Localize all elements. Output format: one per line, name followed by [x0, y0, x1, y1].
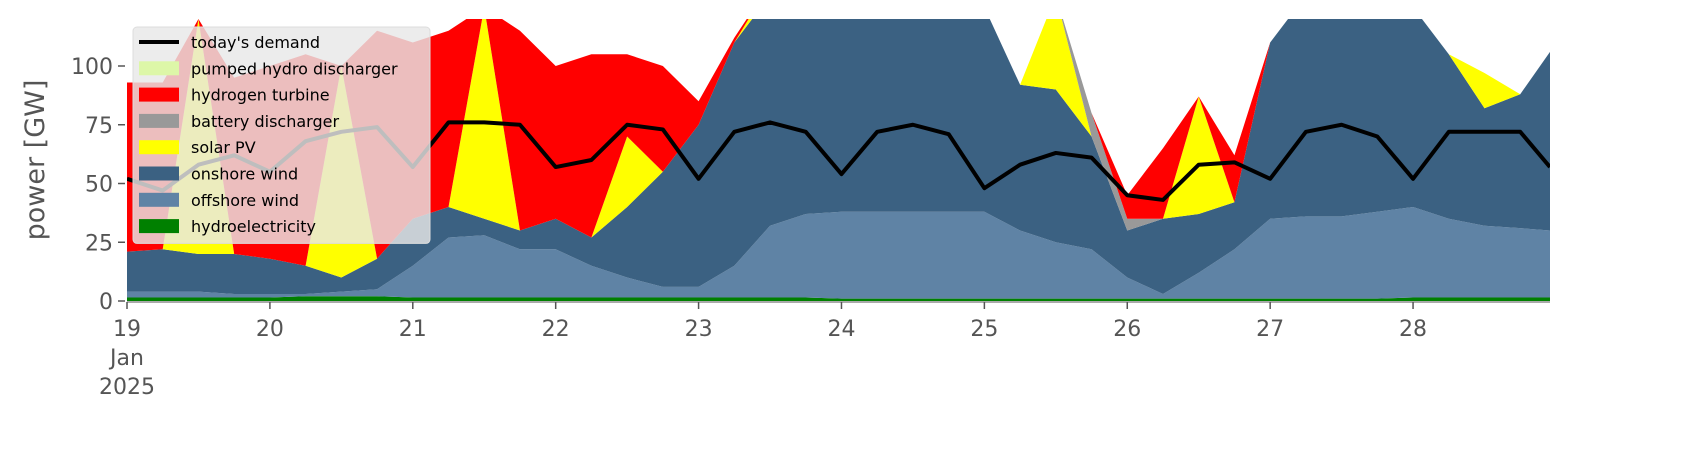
legend-swatch [139, 192, 179, 207]
x-tick-label-line: 20 [256, 317, 284, 342]
legend-swatch [139, 61, 179, 76]
y-tick-label: 0 [99, 290, 113, 315]
y-tick-label: 100 [71, 55, 113, 80]
y-tick-label: 75 [85, 114, 113, 139]
y-tick-label: 50 [85, 173, 113, 198]
legend-swatch [139, 219, 179, 234]
legend-swatch [139, 166, 179, 181]
y-tick-label: 25 [85, 231, 113, 256]
legend-box [132, 26, 431, 244]
x-tick-label-line: 26 [1113, 317, 1141, 342]
x-tick-label: 27 [1256, 317, 1284, 342]
x-tick-label: 24 [827, 317, 855, 342]
x-tick-label: 25 [970, 317, 998, 342]
x-tick-label: 22 [542, 317, 570, 342]
area [127, 19, 1550, 278]
x-tick-label: 28 [1399, 317, 1427, 342]
x-tick-label: 23 [685, 317, 713, 342]
legend-swatch [139, 87, 179, 102]
legend-label: today's demand [191, 33, 320, 52]
area [127, 296, 1550, 301]
x-tick-label-line: 27 [1256, 317, 1284, 342]
x-tick-label-line: 2025 [99, 375, 155, 400]
x-tick-label-line: 28 [1399, 317, 1427, 342]
x-tick-label: 19 Jan 2025 [99, 317, 155, 400]
x-tick-label-line: 24 [827, 317, 855, 342]
x-tick-label: 26 [1113, 317, 1141, 342]
legend-label: hydrogen turbine [191, 86, 330, 105]
legend-label: solar PV [191, 138, 256, 157]
x-tick-label-line: 23 [685, 317, 713, 342]
y-axis-label: power [GW] [20, 80, 51, 241]
x-tick-label-line: 25 [970, 317, 998, 342]
legend-swatch [139, 113, 179, 128]
legend-label: battery discharger [191, 112, 339, 131]
area [127, 207, 1550, 299]
x-tick-label-line: 22 [542, 317, 570, 342]
x-tick-label-line: Jan [108, 346, 144, 371]
area [127, 19, 1550, 294]
x-tick-label: 20 [256, 317, 284, 342]
x-tick-label-line: 21 [399, 317, 427, 342]
legend-label: hydroelectricity [191, 217, 316, 236]
legend-swatch [139, 140, 179, 155]
x-tick-label: 21 [399, 317, 427, 342]
legend-label: onshore wind [191, 165, 298, 184]
legend-label: pumped hydro discharger [191, 59, 398, 78]
x-tick-label-line: 19 [113, 317, 141, 342]
legend-label: offshore wind [191, 191, 299, 210]
